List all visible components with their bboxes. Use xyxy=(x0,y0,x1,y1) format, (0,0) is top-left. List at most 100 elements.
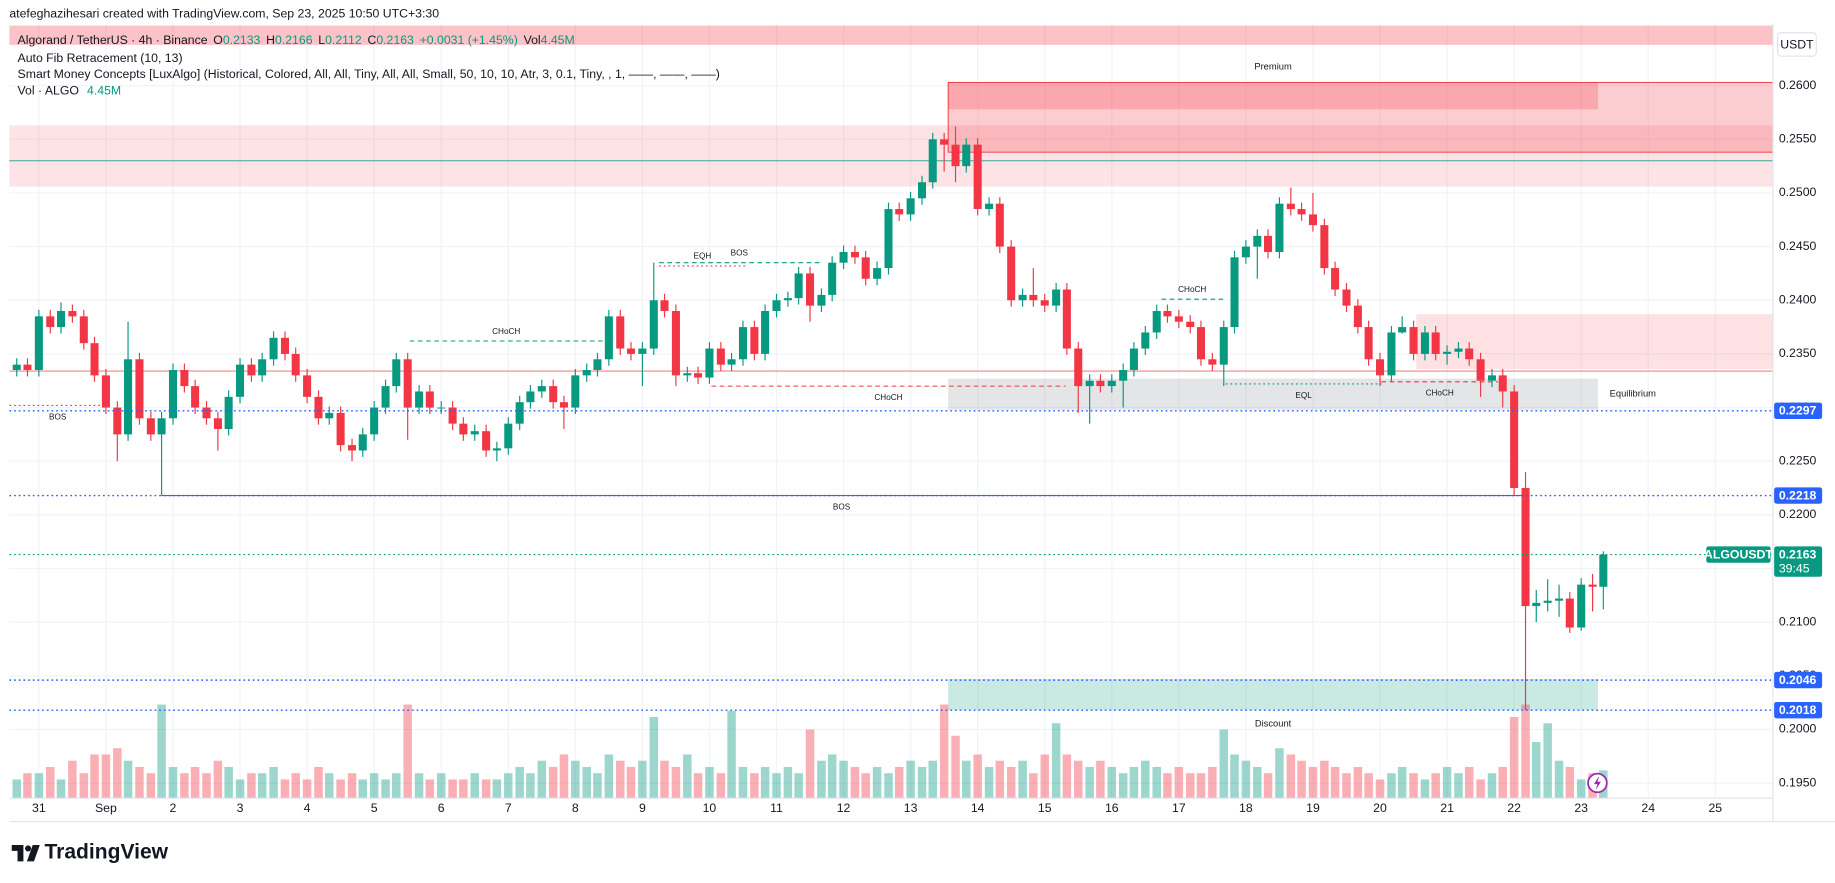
volume-bar xyxy=(79,773,89,799)
volume-bar xyxy=(381,779,390,799)
zone-label: Equilibrium xyxy=(1610,389,1656,399)
volume-bar xyxy=(1509,717,1519,799)
volume-bar xyxy=(794,773,803,799)
ohlc-letter: L xyxy=(318,33,325,47)
candle-body xyxy=(482,431,491,451)
currency[interactable]: USDT xyxy=(1780,37,1814,51)
icon-bolt[interactable] xyxy=(1593,775,1601,790)
volume-bar xyxy=(526,773,535,799)
candle-body xyxy=(202,407,211,419)
volume-bar xyxy=(626,766,636,799)
candle-body xyxy=(448,407,457,424)
volume-bar xyxy=(917,766,927,799)
candle-body xyxy=(1152,310,1161,333)
volume-bar xyxy=(1275,748,1284,799)
candle-body xyxy=(649,300,658,349)
x-tick-label: 11 xyxy=(770,801,783,815)
x-tick-label: 31 xyxy=(32,801,46,815)
volume-bar xyxy=(693,773,703,799)
candle-body xyxy=(1555,598,1564,601)
candle-body xyxy=(124,359,133,435)
legend-main: Algorand / TetherUS · 4h · Binance O0.21… xyxy=(18,33,575,47)
candle-body xyxy=(794,273,803,299)
indicator: Smart Money Concepts [LuxAlgo] (Historic… xyxy=(18,67,720,81)
volume-bar xyxy=(604,754,614,799)
symbol: Algorand / TetherUS · 4h · Binance xyxy=(18,33,208,47)
volume-bar xyxy=(23,773,32,799)
price-tag-label: 0.2218 xyxy=(1779,488,1817,502)
volume-bar xyxy=(1219,729,1229,799)
x-tick-label: 3 xyxy=(237,801,244,815)
volume-bar xyxy=(34,773,44,799)
volume-bar xyxy=(314,766,323,799)
currency-button[interactable] xyxy=(1777,32,1817,57)
price-tag-label: 0.2163 xyxy=(1779,547,1817,561)
candle-body xyxy=(492,448,501,451)
candle-body xyxy=(403,359,412,408)
volume-bar xyxy=(1375,779,1385,799)
x-tick-label: 18 xyxy=(1239,801,1253,815)
volume-bar xyxy=(247,773,256,799)
x-tick-label: 6 xyxy=(438,801,445,815)
y-tick-label: 0.2600 xyxy=(1779,78,1817,92)
volume-bar xyxy=(1308,766,1318,799)
logo-mark xyxy=(26,844,40,862)
volume-bar xyxy=(973,754,982,799)
structure-label: CHoCH xyxy=(1426,389,1454,398)
volume-bar xyxy=(839,760,848,799)
price-tag xyxy=(1774,701,1823,719)
y-tick-label: 0.2400 xyxy=(1779,293,1817,307)
candle-body xyxy=(873,268,882,279)
volume-bar xyxy=(113,748,122,799)
candle-body xyxy=(1107,380,1116,387)
candle-body xyxy=(504,423,513,449)
candle-body xyxy=(168,370,178,419)
symbol-tag-label: ALGOUSDT xyxy=(1704,547,1773,561)
volume-bar xyxy=(939,704,949,799)
structure-label: CHoCH xyxy=(874,393,902,402)
volume-bar xyxy=(760,766,770,799)
candle-body xyxy=(1577,584,1586,628)
candle-body xyxy=(415,391,424,408)
candle-body xyxy=(1398,327,1407,333)
candle-body xyxy=(716,348,725,365)
zone-label: Premium xyxy=(1254,62,1292,72)
candle-body xyxy=(1431,332,1440,354)
volume-bar xyxy=(559,754,569,799)
candle-body xyxy=(772,300,781,311)
price-tag-label: 0.2018 xyxy=(1779,703,1817,717)
price-tag xyxy=(1774,487,1823,504)
candle-body xyxy=(314,396,323,419)
candle-body xyxy=(12,364,21,371)
volume-bar xyxy=(492,779,502,799)
candle-body xyxy=(660,300,669,311)
volume-bar xyxy=(1074,760,1083,799)
candle-body xyxy=(113,407,122,435)
candle-body xyxy=(1230,257,1239,328)
volume-bar xyxy=(157,704,166,799)
volume-bar xyxy=(1297,760,1306,799)
x-tick-label: 4 xyxy=(304,801,311,815)
volume-bar xyxy=(1006,766,1016,799)
volume-bar xyxy=(1185,773,1195,799)
candle-body xyxy=(46,316,55,328)
lightning-icon[interactable] xyxy=(1587,772,1608,794)
candle-body xyxy=(1286,203,1295,210)
volume-bar xyxy=(135,766,144,799)
candle-body xyxy=(1420,332,1429,354)
volume-bar xyxy=(716,773,726,799)
symbol-tag xyxy=(1706,546,1771,563)
candle-body xyxy=(985,203,994,210)
volume-bar xyxy=(168,766,178,799)
zone-label: Discount xyxy=(1255,719,1292,729)
candle-body xyxy=(593,359,602,371)
candle-body xyxy=(559,402,568,408)
candle-body xyxy=(1375,359,1385,376)
candle-body xyxy=(34,316,43,371)
candle-body xyxy=(1096,380,1105,387)
candle-body xyxy=(884,209,893,269)
volume-bar xyxy=(1118,773,1128,799)
candle-body xyxy=(683,373,692,376)
volume-bar xyxy=(1018,760,1027,799)
volume-bar xyxy=(369,773,379,799)
